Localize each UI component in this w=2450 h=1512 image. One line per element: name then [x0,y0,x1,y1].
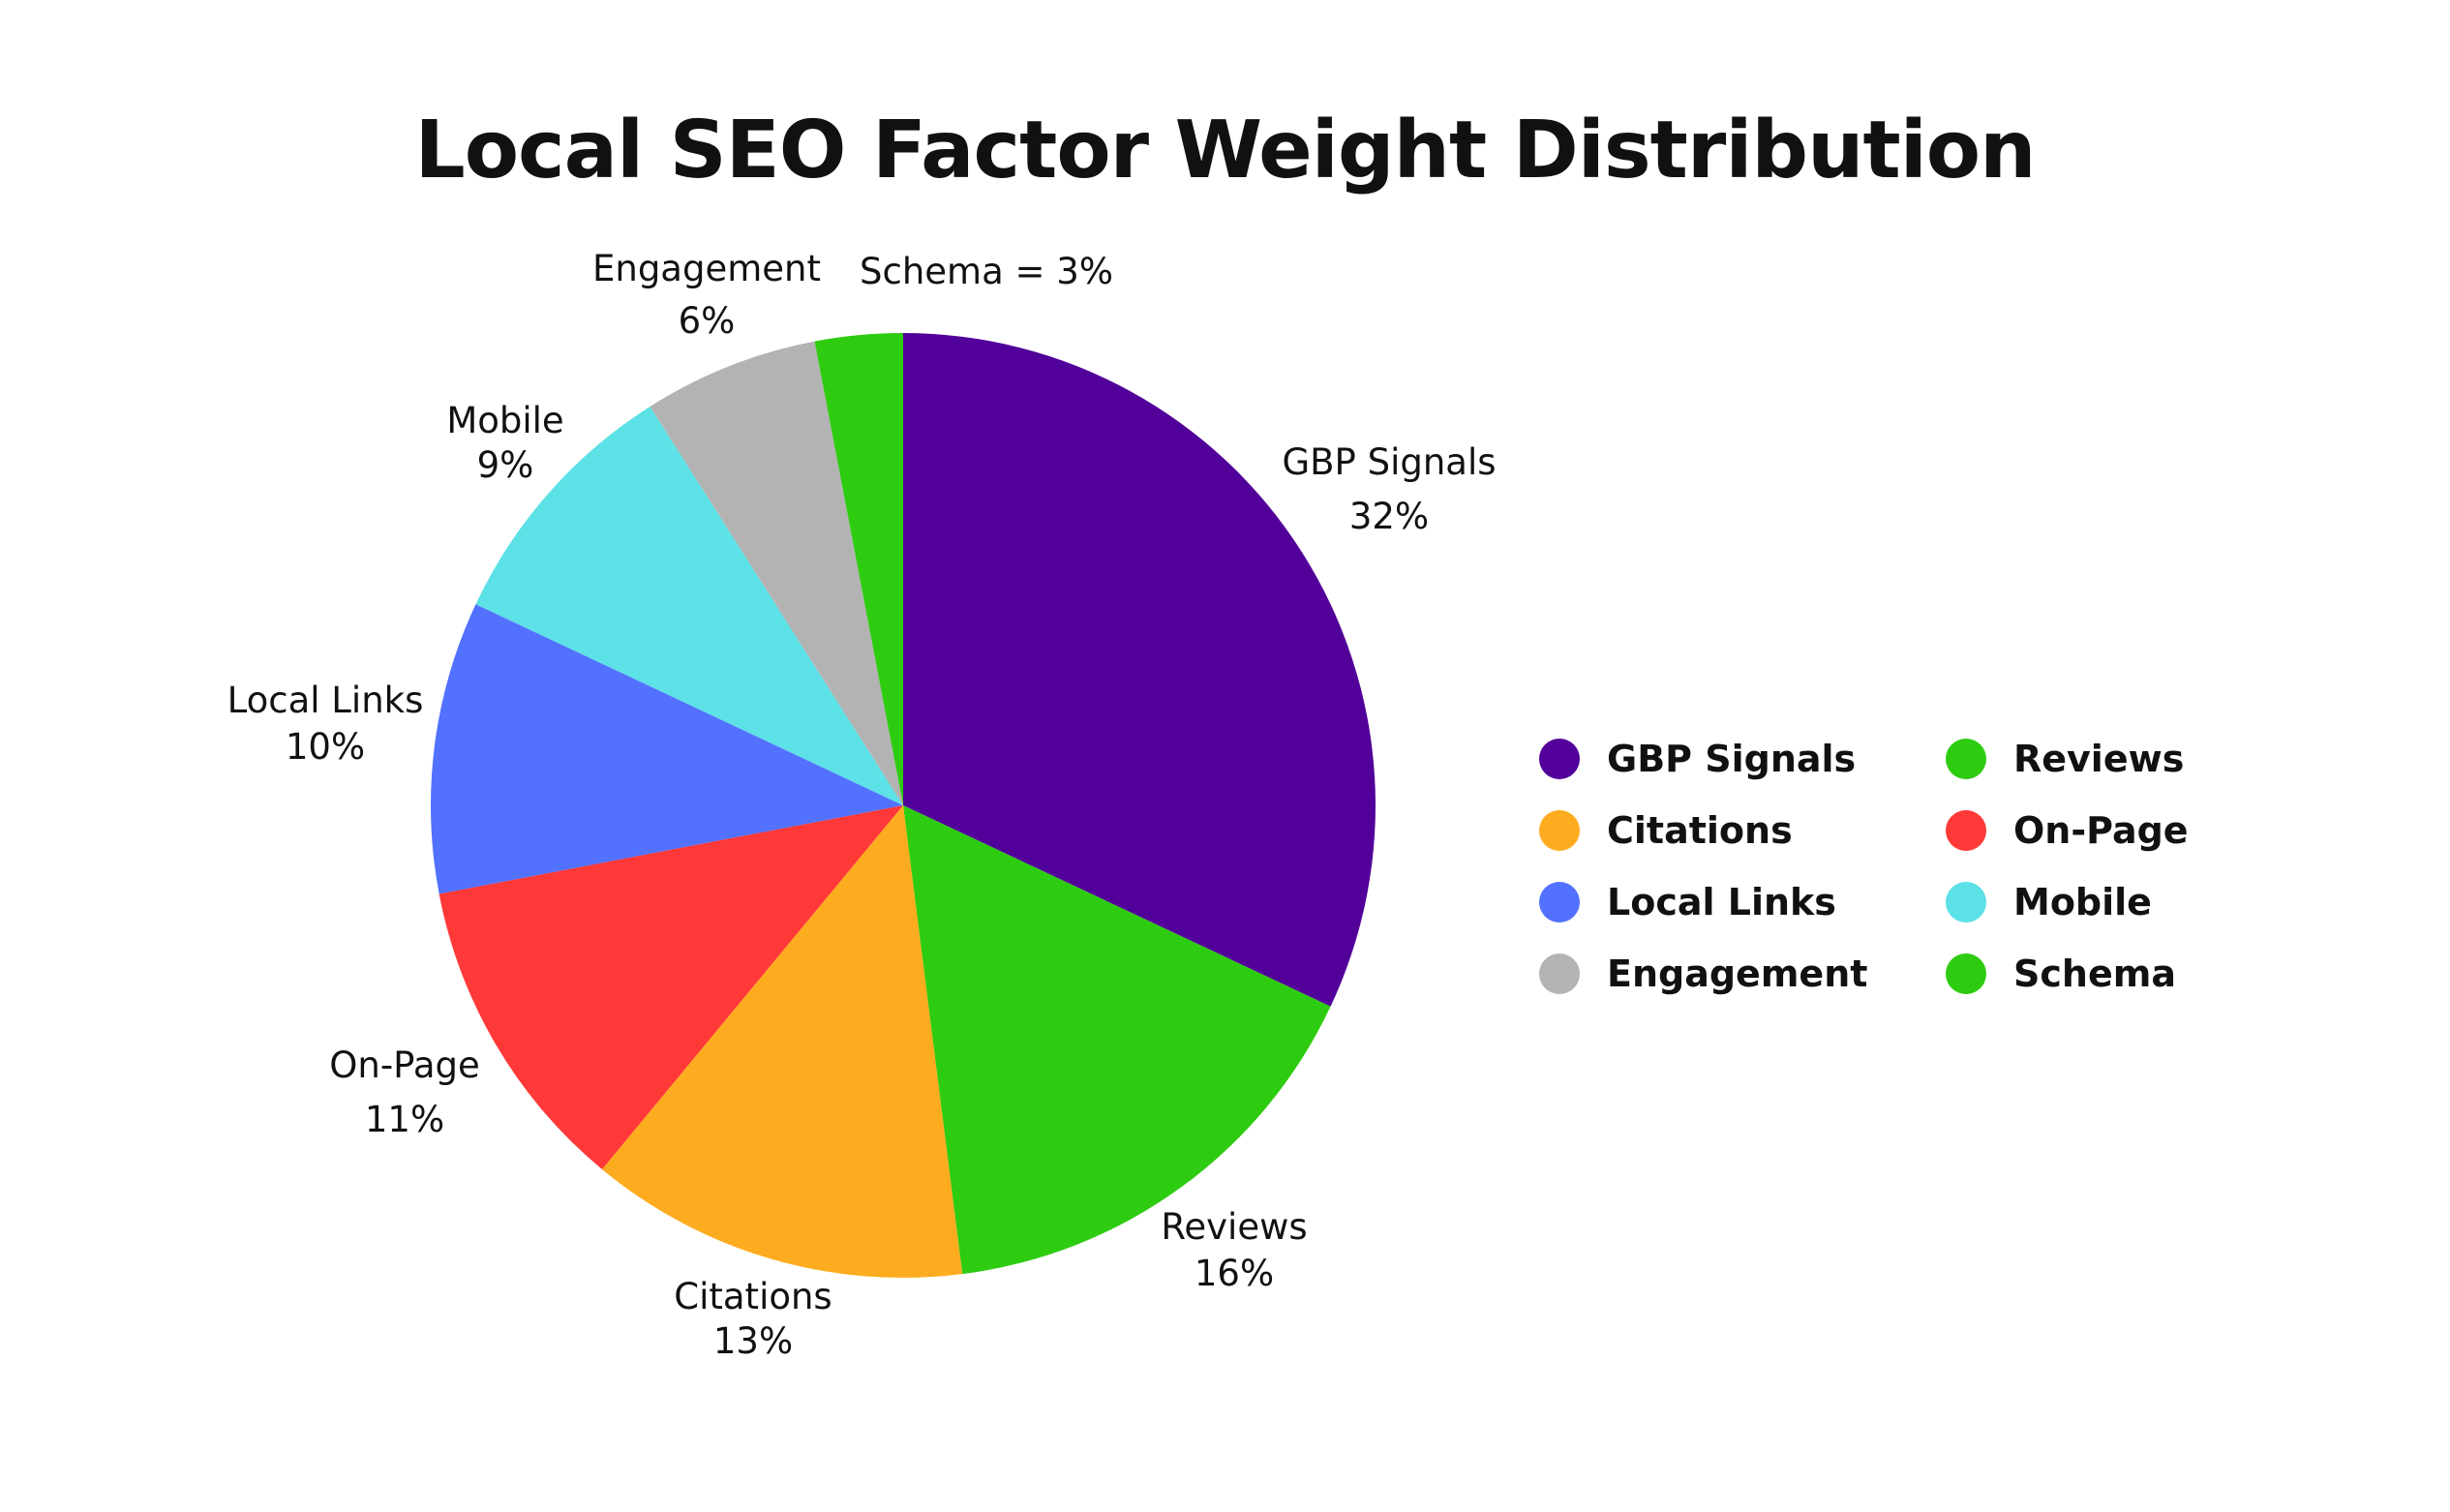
legend-item-local-links: Local Links [1539,881,1946,923]
legend-label-local-links: Local Links [1607,881,1836,923]
legend-swatch-reviews [1946,739,1986,779]
pie-slice-gbp-signals [903,333,1376,1007]
legend-item-mobile: Mobile [1946,881,2236,923]
slice-value-schema: Schema = 3% [860,251,1113,292]
legend-swatch-engagement [1539,953,1580,994]
legend-item-on-page: On-Page [1946,809,2236,852]
slice-value-gbp-signals: 32% [1349,496,1429,537]
legend-item-engagement: Engagement [1539,953,1946,995]
legend-item-gbp-signals: GBP Signals [1539,738,1946,780]
slice-label-reviews: Reviews [1161,1206,1307,1248]
slice-label-mobile: Mobile [446,400,563,441]
chart-title: Local SEO Factor Weight Distribution [414,105,2036,197]
legend-label-gbp-signals: GBP Signals [1607,738,1857,780]
slice-label-citations: Citations [674,1276,832,1317]
legend-item-reviews: Reviews [1946,738,2236,780]
legend-item-citations: Citations [1539,809,1946,852]
slice-value-mobile: 9% [477,444,534,486]
slice-value-local-links: 10% [286,726,365,768]
slice-label-on-page: On-Page [329,1044,480,1086]
legend-label-citations: Citations [1607,809,1793,852]
pie-slice-engagement [650,341,903,805]
slice-label-local-links: Local Links [227,680,424,721]
slice-value-engagement: 6% [679,300,736,342]
slice-value-on-page: 11% [365,1099,444,1140]
legend-swatch-citations [1539,810,1580,851]
legend-label-schema: Schema [2013,953,2176,995]
legend-label-engagement: Engagement [1607,953,1868,995]
legend-label-mobile: Mobile [2013,881,2152,923]
legend-label-reviews: Reviews [2013,738,2185,780]
slice-label-gbp-signals: GBP Signals [1282,441,1496,483]
legend-item-schema: Schema [1946,953,2236,995]
slice-value-reviews: 16% [1195,1253,1274,1294]
legend-swatch-on-page [1946,810,1986,851]
pie-slice-on-page [439,805,903,1170]
legend-swatch-mobile [1946,882,1986,922]
pie-slice-local-links [431,604,903,894]
legend-swatch-schema [1946,953,1986,994]
legend: GBP Signals Reviews Citations On-Page Local … [1539,738,2236,995]
pie-slice-schema [814,333,903,805]
legend-swatch-gbp-signals [1539,739,1580,779]
slice-value-citations: 13% [713,1320,793,1362]
slice-label-engagement: Engagement [592,248,821,289]
legend-label-on-page: On-Page [2013,809,2189,852]
pie-slice-reviews [903,805,1331,1275]
pie-slice-citations [601,805,963,1278]
legend-swatch-local-links [1539,882,1580,922]
pie-slice-mobile [475,406,903,805]
